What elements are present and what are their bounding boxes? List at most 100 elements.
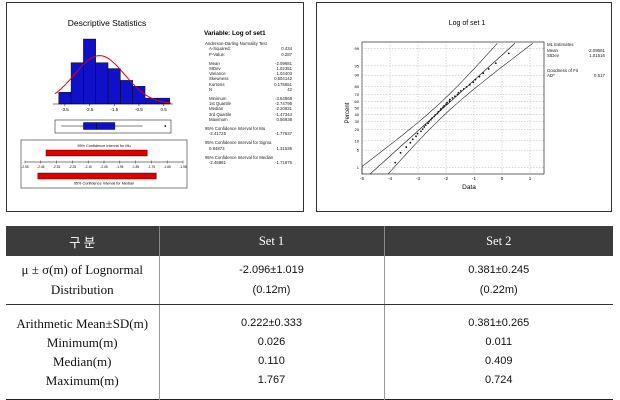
ml-row: StDev 1.01516 — [547, 53, 605, 59]
data-point — [474, 78, 477, 81]
ml-row: Mean -2.09681 — [547, 47, 605, 53]
ci-frame — [20, 139, 188, 189]
ci-median-label: 95% Confidence Interval for Median — [74, 182, 134, 186]
y-tick-label: 60 — [355, 99, 360, 104]
data-point — [446, 101, 449, 104]
histogram-bar — [58, 91, 72, 105]
stat-row: Mean -2.09681 — [209, 60, 292, 66]
table-header-row: 구 분 Set 1 Set 2 — [6, 226, 613, 256]
data-point — [462, 88, 465, 90]
data-point — [433, 115, 436, 118]
fitted-line — [369, 43, 516, 175]
histogram-tick-label: -2.5 — [86, 107, 94, 112]
x-tick-label: -3 — [416, 176, 420, 181]
gof-header: Goodness of Fit — [547, 67, 578, 73]
data-point — [434, 113, 437, 116]
ci-tick-label: -2.45 — [37, 165, 44, 169]
data-point — [442, 106, 444, 109]
histogram-bar — [132, 86, 146, 105]
histogram-bar — [120, 80, 133, 105]
histogram-tick-label: -1.5 — [110, 107, 118, 112]
y-tick-label: 90 — [355, 73, 360, 78]
data-point — [405, 146, 408, 148]
y-tick-label: 40 — [355, 112, 360, 117]
header-set1: Set 1 — [159, 226, 385, 256]
data-point — [451, 96, 454, 99]
confidence-band-upper — [387, 43, 533, 175]
descriptive-title: Descriptive Statistics — [68, 18, 146, 28]
data-point — [428, 120, 430, 123]
data-point — [454, 95, 456, 98]
data-point — [430, 118, 432, 121]
header-set2: Set 2 — [384, 226, 613, 256]
results-table: 구 분 Set 1 Set 2 μ ± σ(m) of Lognormal Dis… — [6, 226, 613, 400]
data-point — [421, 128, 424, 130]
stat-row: Median -2.20831 — [209, 106, 292, 112]
ad-test-header: Anderson-Darling Normality Test — [205, 41, 267, 47]
ci-tick-label: -1.95 — [116, 165, 123, 169]
ci-tick-label: -2.25 — [69, 165, 76, 169]
data-point — [423, 126, 426, 128]
data-point — [449, 98, 451, 101]
histogram-bar — [83, 38, 96, 105]
stat-row: N 42 — [209, 86, 292, 92]
ci-tick-label: -2.55 — [21, 165, 28, 169]
x-tick-label: 0 — [501, 176, 504, 181]
variable-title: Variable: Log of set1 — [204, 30, 266, 37]
set2-cell: 0.381±0.265 0.011 0.409 0.724 — [468, 317, 530, 386]
boxplot-frame — [54, 119, 172, 134]
ci-tick-label: -2.15 — [85, 165, 92, 169]
ml-estimates: ML Estimates Mean -2.09681 StDev 1.01516 G… — [547, 42, 609, 79]
histogram-tick-label: -3.5 — [61, 107, 69, 112]
ci-mu-label: 95% Confidence Interval for Mu — [77, 144, 130, 148]
stat-row: -2.46881 -1.71875 — [209, 160, 292, 166]
row-label: μ ± σ(m) of Lognormal Distribution — [6, 256, 160, 305]
y-tick-label: 70 — [355, 92, 360, 97]
gof-row: AD* 0.517 — [547, 73, 605, 79]
data-point — [409, 141, 412, 144]
header-category: 구 분 — [6, 226, 160, 256]
ci-tick-label: -1.55 — [179, 165, 186, 169]
stat-row: 0.84873 1.31536 — [209, 145, 292, 151]
stat-row: StDev 1.02351 — [209, 66, 292, 72]
data-point — [494, 62, 497, 65]
x-tick-label: -4 — [388, 176, 392, 181]
y-tick-label: 5 — [357, 148, 360, 153]
histogram-tick-label: 0.5 — [160, 107, 167, 112]
data-point — [478, 75, 481, 78]
y-tick-label: 30 — [355, 119, 360, 124]
y-tick-label: 1 — [357, 165, 360, 170]
row-label: Arithmetic Mean±SD(m) Minimum(m) Median(m)… — [6, 304, 160, 400]
normal-curve — [54, 55, 172, 104]
ci-tick-label: -1.75 — [148, 165, 155, 169]
stat-row: 3rd Quartile -1.47344 — [209, 111, 292, 117]
data-point — [465, 86, 468, 88]
histogram-bar — [70, 62, 84, 105]
probability-plot-title: Log of set 1 — [449, 20, 486, 27]
y-tick-label: 95 — [355, 63, 360, 68]
data-point — [459, 90, 462, 92]
stat-row: A-Squared: 0.434 — [209, 46, 292, 52]
y-tick-label: 10 — [355, 138, 360, 143]
data-point — [482, 72, 485, 75]
ci-tick-label: -1.85 — [132, 165, 139, 169]
stat-row: P-Value: 0.287 — [209, 51, 292, 57]
y-axis-label: Percent — [345, 102, 351, 123]
data-point — [457, 91, 460, 94]
x-tick-label: -1 — [472, 176, 476, 181]
descriptive-statistics-panel: Descriptive Statistics -3.5 -2.5 -1.5 -0.5 0… — [6, 2, 304, 212]
stat-row: -2.41725 -1.77637 — [209, 131, 292, 137]
data-point — [507, 52, 510, 55]
y-tick-label: 99 — [355, 46, 360, 51]
histogram-bar — [144, 97, 158, 105]
data-point — [427, 122, 429, 125]
histogram-bar — [107, 68, 121, 105]
data-point — [472, 81, 475, 84]
y-tick-label: 20 — [355, 127, 360, 132]
table-row: Arithmetic Mean±SD(m) Minimum(m) Median(m)… — [6, 304, 613, 400]
ci-tick-label: -1.65 — [164, 165, 171, 169]
data-point — [487, 68, 490, 70]
set1-cell: -2.096±1.019 (0.12m) — [159, 256, 385, 305]
data-point — [415, 135, 417, 138]
confidence-band-lower — [361, 43, 498, 174]
